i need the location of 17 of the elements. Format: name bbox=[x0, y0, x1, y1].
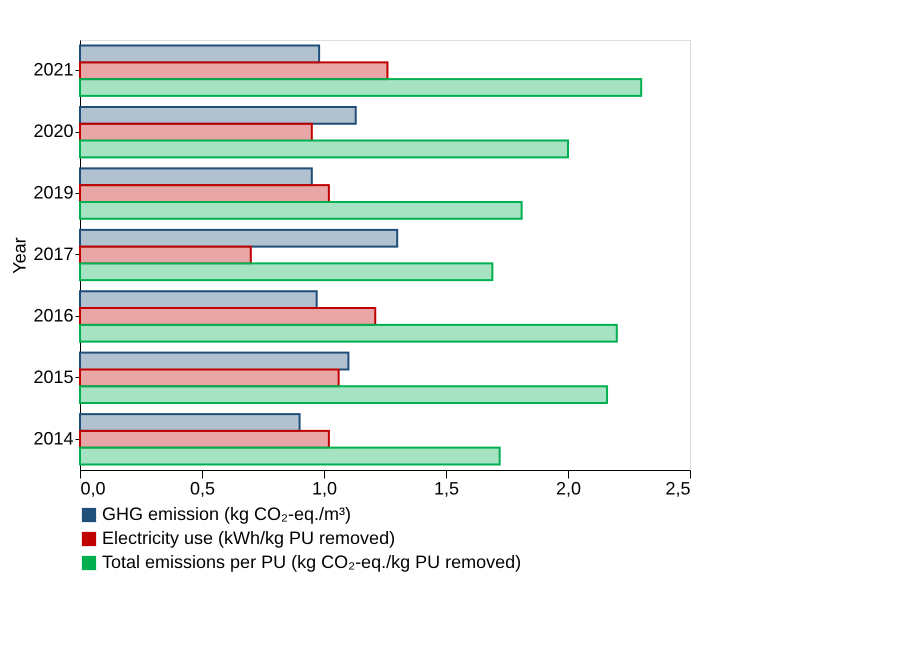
x-tick-label: 0,5 bbox=[190, 478, 216, 498]
legend-label: GHG emission (kg CO₂-eq./m³) bbox=[102, 504, 352, 524]
y-tick-label: 2015 bbox=[33, 366, 74, 387]
y-tick-label: 2014 bbox=[33, 428, 74, 448]
x-tick-label: 1,5 bbox=[434, 478, 460, 498]
legend-label: Total emissions per PU (kg CO₂-eq./kg PU removed) bbox=[102, 552, 522, 572]
x-tick-label: 2,0 bbox=[556, 478, 582, 498]
y-tick-label: 2016 bbox=[33, 305, 74, 326]
x-tick-label: 2,5 bbox=[665, 478, 690, 498]
y-axis-title: Year bbox=[9, 237, 30, 274]
x-tick-label: 0,0 bbox=[80, 478, 106, 498]
x-tick-label: 1,0 bbox=[312, 478, 338, 498]
y-tick-label: 2017 bbox=[33, 244, 74, 264]
legend-label: Electricity use (kWh/kg PU removed) bbox=[102, 528, 396, 548]
y-tick-label: 2019 bbox=[33, 182, 74, 203]
y-tick-label: 2021 bbox=[33, 60, 74, 80]
y-tick-label: 2020 bbox=[33, 121, 74, 142]
